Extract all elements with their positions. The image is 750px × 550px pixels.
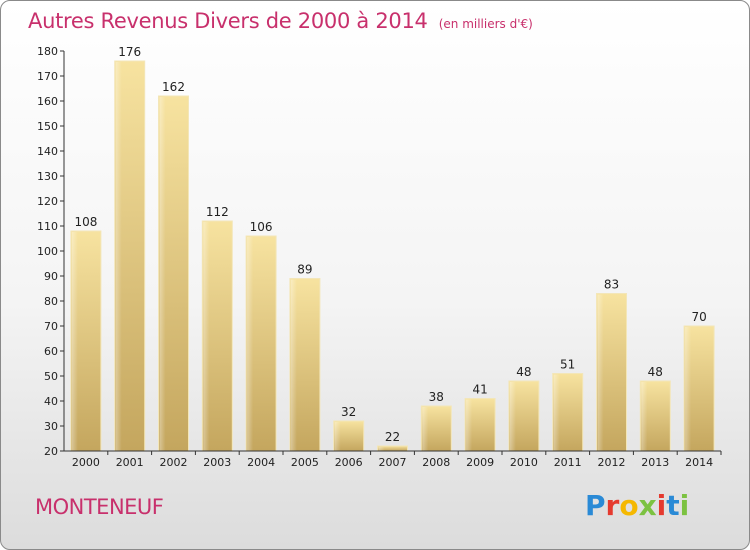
x-tick-label: 2003 <box>203 456 231 469</box>
y-tick-label: 100 <box>37 245 58 258</box>
bar-value-label: 70 <box>691 310 706 324</box>
y-tick-label: 80 <box>44 295 58 308</box>
y-tick-label: 160 <box>37 95 58 108</box>
x-tick-label: 2012 <box>598 456 626 469</box>
bar-value-label: 106 <box>250 220 273 234</box>
y-tick-label: 20 <box>44 445 58 458</box>
bar-value-label: 112 <box>206 205 229 219</box>
y-tick-label: 110 <box>37 220 58 233</box>
x-tick-label: 2004 <box>247 456 275 469</box>
bar-highlight <box>641 382 648 451</box>
x-tick-label: 2009 <box>466 456 494 469</box>
logo-letter: P <box>585 489 606 522</box>
x-tick-label: 2014 <box>685 456 713 469</box>
x-axis: 2000 2001 2002 2003 2004 2005 2006 2007 2008 2009… <box>64 450 722 469</box>
bar-highlight <box>71 232 78 451</box>
commune-name: MONTENEUF <box>35 495 164 519</box>
y-tick-label: 120 <box>37 195 58 208</box>
bar-highlight <box>247 237 254 451</box>
bar-value-label: 41 <box>472 383 487 397</box>
bar-value-label: 162 <box>162 80 185 94</box>
x-tick-label: 2005 <box>291 456 319 469</box>
bar-value-label: 22 <box>385 430 400 444</box>
logo-letter: i <box>656 489 667 522</box>
logo-letter: o <box>619 489 639 522</box>
bar-highlight <box>290 279 297 451</box>
logo-letter: x <box>638 489 657 522</box>
x-tick-label: 2011 <box>554 456 582 469</box>
bar-highlight <box>422 407 429 451</box>
y-tick-label: 130 <box>37 170 58 183</box>
bar-highlight <box>203 222 210 451</box>
y-tick-label: 140 <box>37 145 58 158</box>
bar-value-label: 83 <box>604 278 619 292</box>
bar-highlight <box>685 327 692 451</box>
bar-value-label: 32 <box>341 405 356 419</box>
logo-letter: r <box>605 489 620 522</box>
bar-highlight <box>509 382 516 451</box>
bar-highlight <box>466 399 473 451</box>
bar-highlight <box>334 422 341 451</box>
x-tick-label: 2013 <box>641 456 669 469</box>
x-tick-label: 2000 <box>72 456 100 469</box>
x-tick-label: 2010 <box>510 456 538 469</box>
x-tick-label: 2006 <box>335 456 363 469</box>
y-tick-label: 40 <box>44 395 58 408</box>
x-tick-label: 2008 <box>422 456 450 469</box>
bar-highlight <box>378 447 385 451</box>
bar-value-label: 48 <box>648 365 663 379</box>
bar-value-label: 38 <box>429 390 444 404</box>
y-tick-label: 170 <box>37 70 58 83</box>
y-axis: 20 30 40 50 60 70 80 90 100 110 120 130 140 150 160 170… <box>37 45 65 458</box>
bar-value-label: 176 <box>118 45 141 59</box>
chart-unit: (en milliers d'€) <box>438 17 533 31</box>
y-tick-label: 50 <box>44 370 58 383</box>
y-tick-label: 60 <box>44 345 58 358</box>
bar-value-label: 48 <box>516 365 531 379</box>
proxiti-logo: Proxiti <box>585 489 689 522</box>
logo-letter: i <box>679 489 690 522</box>
x-tick-label: 2007 <box>379 456 407 469</box>
x-tick-label: 2001 <box>116 456 144 469</box>
y-tick-label: 30 <box>44 420 58 433</box>
bar-value-label: 51 <box>560 358 575 372</box>
chart-title: Autres Revenus Divers de 2000 à 2014 <box>28 9 428 33</box>
y-tick-label: 90 <box>44 270 58 283</box>
x-tick-label: 2002 <box>160 456 188 469</box>
y-tick-label: 180 <box>37 45 58 58</box>
bar-value-label: 89 <box>297 263 312 277</box>
bar-highlight <box>159 97 166 451</box>
y-tick-label: 70 <box>44 320 58 333</box>
bars-group: 108 176 162 112 106 89 32 22 38 41 48 51 83 48 70 <box>70 45 715 452</box>
bar-highlight <box>115 62 122 451</box>
bar-highlight <box>553 374 560 451</box>
bar-value-label: 108 <box>74 215 97 229</box>
logo-letter: t <box>666 489 680 522</box>
y-tick-label: 150 <box>37 120 58 133</box>
chart-title-block: Autres Revenus Divers de 2000 à 2014 (en… <box>28 9 533 33</box>
bar-highlight <box>597 294 604 451</box>
